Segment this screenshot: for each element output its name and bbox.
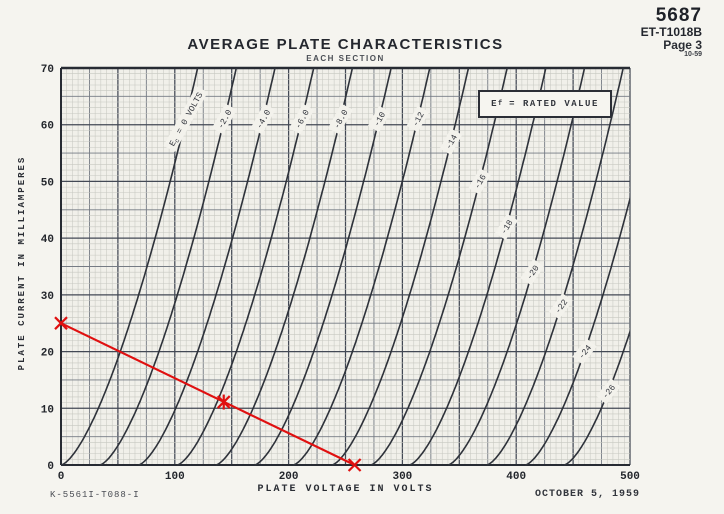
plate-curve-ec--8 — [215, 67, 354, 466]
footer-date: OCTOBER 5, 1959 — [534, 489, 640, 500]
ef-subscript: f — [498, 100, 503, 108]
plate-curve-ec-0 — [61, 67, 199, 466]
plate-curve-ec--12 — [293, 67, 431, 466]
plate-curve-ec--14 — [331, 67, 470, 466]
x-tick-label: 400 — [506, 471, 526, 483]
plate-curve-ec--22 — [486, 67, 624, 466]
axis-tick-labels: 0 100 200 300 400 500 0 10 20 30 40 50 60 70 — [41, 64, 640, 483]
plate-curve-ec--10 — [254, 67, 392, 466]
x-tick-label: 500 — [620, 471, 640, 483]
y-tick-label: 50 — [41, 177, 54, 189]
load-line-x-marker — [347, 458, 362, 472]
load-line-x-marker — [54, 316, 68, 330]
y-tick-label: 40 — [41, 234, 54, 246]
x-tick-label: 200 — [279, 471, 299, 483]
header-block: 5687 ET-T1018B Page 3 10-59 — [640, 5, 702, 59]
y-tick-label: 60 — [41, 121, 54, 133]
y-tick-label: 30 — [41, 291, 54, 303]
curve-labels: Ec = 0 VOLTS -2.0 -4.0 -6.0 -8.0 -10 -12-14-16… — [163, 86, 621, 405]
characteristic-curves — [61, 67, 630, 466]
chart-title: AVERAGE PLATE CHARACTERISTICS — [187, 36, 504, 53]
x-tick-label: 100 — [165, 471, 185, 483]
doc-code: ET-T1018B — [640, 24, 702, 39]
load-line — [54, 316, 362, 472]
plate-curve-ec--18 — [409, 67, 547, 466]
y-tick-label: 0 — [47, 461, 54, 473]
footer-drawing-number: K-5561I-T088-I — [50, 490, 140, 500]
x-tick-label: 0 — [58, 471, 65, 483]
ef-symbol: E — [491, 99, 499, 109]
plate-curve-ec--6 — [176, 67, 315, 466]
plate-curve-ec--26 — [563, 329, 630, 466]
tube-number: 5687 — [655, 5, 702, 26]
plate-curve-ec--2 — [99, 67, 238, 466]
y-tick-label: 10 — [41, 404, 54, 416]
y-tick-label: 70 — [41, 64, 54, 76]
y-tick-label: 20 — [41, 348, 54, 360]
plate-curve-ec--16 — [370, 67, 508, 466]
plate-curve-ec--4 — [138, 67, 276, 466]
load-line-operating-point-marker — [216, 394, 231, 410]
x-tick-label: 300 — [392, 471, 412, 483]
ef-text: = RATED VALUE — [509, 99, 599, 109]
date-code: 10-59 — [684, 51, 702, 59]
plate-curve-ec--20 — [447, 67, 586, 466]
page-label: Page 3 — [663, 37, 702, 52]
x-axis-title: PLATE VOLTAGE IN VOLTS — [257, 484, 434, 495]
chart-subtitle: EACH SECTION — [306, 54, 385, 63]
